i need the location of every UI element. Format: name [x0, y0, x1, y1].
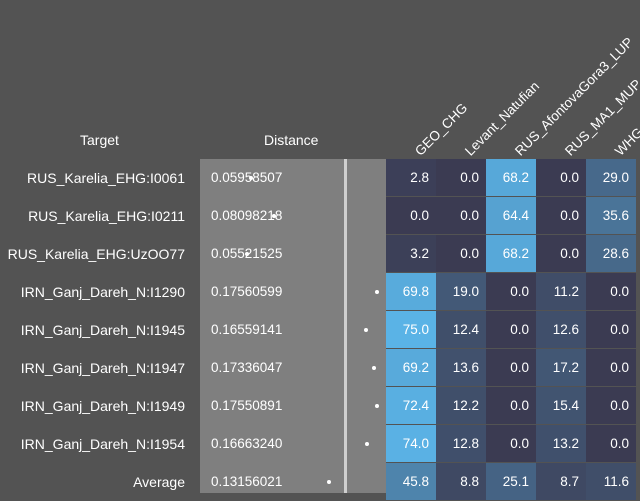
- table-row: IRN_Ganj_Dareh_N:I1290 0.17560599 69.8 19.0…: [0, 273, 640, 311]
- population-header-whg: WHG: [612, 124, 640, 159]
- distance-panel: [200, 159, 386, 493]
- admixture-cell: 35.6: [586, 197, 636, 234]
- admixture-cell: 74.0: [386, 425, 436, 462]
- table-row: IRN_Ganj_Dareh_N:I1947 0.17336047 69.2 13.6…: [0, 349, 640, 387]
- target-name: RUS_Karelia_EHG:I0061: [27, 170, 185, 186]
- distance-value: 0.05958507: [211, 170, 283, 185]
- admixture-cell: 0.0: [486, 349, 536, 386]
- admixture-cell: 12.2: [436, 387, 486, 424]
- distance-value: 0.08098218: [211, 208, 283, 223]
- distance-marker: [364, 328, 368, 332]
- admixture-cell: 0.0: [486, 425, 536, 462]
- admixture-cell: 0.0: [586, 273, 636, 310]
- admixture-cell: 0.0: [536, 197, 586, 234]
- table-row: RUS_Karelia_EHG:I0061 0.05958507 2.8 0.0 68.…: [0, 159, 640, 197]
- average-row: Average 0.13156021 45.8 8.8 25.1 8.7 11.6: [0, 463, 640, 501]
- admixture-cell: 0.0: [486, 387, 536, 424]
- population-header-geo-chg: GEO_CHG: [412, 100, 471, 159]
- admixture-cell: 0.0: [536, 235, 586, 272]
- distance-column-header: Distance: [264, 132, 319, 148]
- distance-marker: [245, 252, 249, 256]
- target-name: IRN_Ganj_Dareh_N:I1945: [20, 322, 185, 338]
- distance-marker: [375, 404, 379, 408]
- target-name: IRN_Ganj_Dareh_N:I1947: [20, 360, 185, 376]
- admixture-cell: 0.0: [536, 159, 586, 196]
- distance-value: 0.17550891: [211, 398, 283, 413]
- target-column-header: Target: [80, 132, 119, 148]
- admixture-cell: 75.0: [386, 311, 436, 348]
- admixture-cell: 0.0: [486, 273, 536, 310]
- admixture-cell: 12.6: [536, 311, 586, 348]
- admixture-cell: 0.0: [586, 349, 636, 386]
- admixture-cell: 0.0: [586, 311, 636, 348]
- admixture-cell: 72.4: [386, 387, 436, 424]
- distance-scale-track: [344, 159, 347, 493]
- distance-marker: [375, 290, 379, 294]
- target-name: Average: [133, 474, 185, 490]
- table-row: IRN_Ganj_Dareh_N:I1949 0.17550891 72.4 12.2…: [0, 387, 640, 425]
- admixture-cell: 0.0: [436, 235, 486, 272]
- target-name: IRN_Ganj_Dareh_N:I1949: [20, 398, 185, 414]
- admixture-cell: 8.7: [536, 463, 586, 500]
- admixture-cell: 13.2: [536, 425, 586, 462]
- admixture-cell: 3.2: [386, 235, 436, 272]
- target-name: RUS_Karelia_EHG:UzOO77: [7, 246, 185, 262]
- table-row: RUS_Karelia_EHG:UzOO770.055215253.20.068…: [0, 235, 640, 273]
- target-name: IRN_Ganj_Dareh_N:I1954: [20, 436, 185, 452]
- target-name: IRN_Ganj_Dareh_N:I1290: [20, 284, 185, 300]
- admixture-cell: 64.4: [486, 197, 536, 234]
- distance-value: 0.17336047: [211, 360, 283, 375]
- table-row: IRN_Ganj_Dareh_N:I1954 0.16663240 74.0 12.8…: [0, 425, 640, 463]
- distance-marker: [372, 366, 376, 370]
- distance-value: 0.13156021: [211, 474, 283, 489]
- admixture-cell: 19.0: [436, 273, 486, 310]
- admixture-cell: 13.6: [436, 349, 486, 386]
- distance-marker: [272, 214, 276, 218]
- table-row: IRN_Ganj_Dareh_N:I1945 0.16559141 75.0 12.4…: [0, 311, 640, 349]
- distance-marker: [327, 480, 331, 484]
- admixture-cell: 0.0: [436, 159, 486, 196]
- distance-marker: [249, 176, 253, 180]
- admixture-cell: 45.8: [386, 463, 436, 500]
- admixture-cell: 69.2: [386, 349, 436, 386]
- table-row: RUS_Karelia_EHG:I0211 0.08098218 0.0 0.0 64.…: [0, 197, 640, 235]
- admixture-cell: 25.1: [486, 463, 536, 500]
- distance-marker: [365, 442, 369, 446]
- admixture-cell: 29.0: [586, 159, 636, 196]
- admixture-cell: 11.2: [536, 273, 586, 310]
- admixture-cell: 0.0: [586, 425, 636, 462]
- admixture-cell: 8.8: [436, 463, 486, 500]
- admixture-cell: 12.4: [436, 311, 486, 348]
- admixture-cell: 17.2: [536, 349, 586, 386]
- admixture-cell: 2.8: [386, 159, 436, 196]
- admixture-cell: 0.0: [586, 387, 636, 424]
- admixture-cell: 0.0: [386, 197, 436, 234]
- distance-value: 0.16559141: [211, 322, 283, 337]
- admixture-cell: 69.8: [386, 273, 436, 310]
- admixture-cell: 15.4: [536, 387, 586, 424]
- admixture-cell: 28.6: [586, 235, 636, 272]
- distance-value: 0.16663240: [211, 436, 283, 451]
- admixture-cell: 0.0: [436, 197, 486, 234]
- admixture-cell: 68.2: [486, 235, 536, 272]
- target-name: RUS_Karelia_EHG:I0211: [28, 208, 185, 224]
- admixture-cell: 11.6: [586, 463, 636, 500]
- admixture-cell: 12.8: [436, 425, 486, 462]
- distance-value: 0.17560599: [211, 284, 283, 299]
- admixture-cell: 68.2: [486, 159, 536, 196]
- admixture-cell: 0.0: [486, 311, 536, 348]
